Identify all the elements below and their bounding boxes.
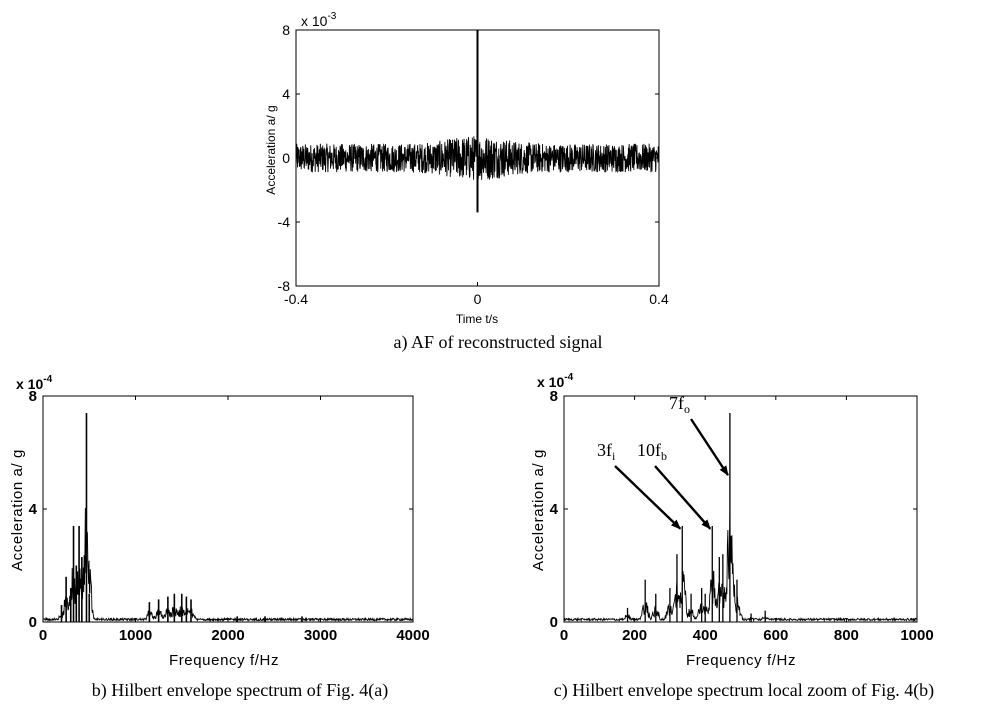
plot-area-b bbox=[42, 395, 414, 623]
y-tick-label: 4 bbox=[282, 86, 290, 102]
ticks-b: 0 1000 2000 3000 4000 8 4 0 bbox=[29, 388, 430, 644]
ticks-c: 0 200 400 600 800 1000 8 4 0 bbox=[550, 388, 934, 644]
x-axis-label-b: Frequency f/Hz bbox=[169, 652, 279, 669]
chart-a: -0.4 0 0.4 8 4 0 -4 -8 x 10-3 Acceleration a/ g… bbox=[264, 11, 669, 353]
x-tick-label: 1000 bbox=[900, 627, 933, 644]
y-axis-label-b: Acceleration a/ g bbox=[9, 449, 26, 571]
y-tick-label: 0 bbox=[282, 150, 290, 166]
signal-a bbox=[295, 30, 660, 213]
ticks-a: -0.4 0 0.4 8 4 0 -4 -8 bbox=[278, 22, 669, 307]
chart-b: 0 1000 2000 3000 4000 8 4 0 x 10-4 Acceleration… bbox=[9, 374, 430, 701]
x-tick-label: 0 bbox=[39, 627, 47, 644]
x-tick-label: 3000 bbox=[304, 627, 337, 644]
x-tick-label: 600 bbox=[763, 627, 788, 644]
y-tick-label: 4 bbox=[550, 501, 559, 518]
y-tick-label: 8 bbox=[550, 388, 558, 405]
chart-c: 0 200 400 600 800 1000 8 4 0 3fi 10fb 7fo x 10-4 A… bbox=[530, 372, 934, 701]
x-tick-label: 0 bbox=[474, 291, 482, 307]
spectrum-trace bbox=[563, 513, 918, 623]
signal-b bbox=[42, 412, 414, 623]
annotation-arrow bbox=[614, 465, 682, 530]
x-tick-label: 2000 bbox=[211, 627, 244, 644]
annotation-label: 7fo bbox=[669, 393, 690, 416]
y-tick-label: 8 bbox=[282, 22, 290, 38]
exponent-label-a: x 10-3 bbox=[301, 11, 337, 29]
x-tick-label: 4000 bbox=[396, 627, 429, 644]
annotation-label: 10fb bbox=[637, 440, 667, 463]
y-axis-label-a: Acceleration a/ g bbox=[264, 105, 278, 194]
x-axis-label-a: Time t/s bbox=[456, 312, 498, 326]
caption-b: b) Hilbert envelope spectrum of Fig. 4(a… bbox=[92, 680, 388, 701]
caption-c: c) Hilbert envelope spectrum local zoom … bbox=[554, 680, 934, 701]
x-tick-label: 200 bbox=[622, 627, 647, 644]
annotation-label: 3fi bbox=[597, 440, 616, 463]
annotation-arrow bbox=[654, 465, 712, 530]
y-tick-label: -4 bbox=[278, 214, 291, 230]
x-tick-label: 800 bbox=[834, 627, 859, 644]
signal-c bbox=[563, 412, 918, 623]
x-tick-label: 1000 bbox=[119, 627, 152, 644]
x-axis-label-c: Frequency f/Hz bbox=[686, 652, 796, 669]
y-tick-label: -8 bbox=[278, 278, 291, 294]
annotations-c: 3fi 10fb 7fo bbox=[597, 393, 729, 530]
y-tick-label: 0 bbox=[550, 614, 558, 631]
y-axis-label-c: Acceleration a/ g bbox=[530, 449, 547, 571]
x-tick-label: 0 bbox=[560, 627, 568, 644]
annotation-arrow bbox=[689, 418, 729, 476]
caption-a: a) AF of reconstructed signal bbox=[394, 332, 603, 353]
x-tick-label: 400 bbox=[693, 627, 718, 644]
y-tick-label: 4 bbox=[29, 501, 38, 518]
spectrum-trace bbox=[42, 507, 414, 623]
y-tick-label: 8 bbox=[29, 388, 37, 405]
y-tick-label: 0 bbox=[29, 614, 37, 631]
x-tick-label: 0.4 bbox=[649, 291, 669, 307]
exponent-label-c: x 10-4 bbox=[537, 372, 574, 390]
exponent-label-b: x 10-4 bbox=[16, 374, 53, 392]
x-tick-label: -0.4 bbox=[284, 291, 308, 307]
plot-area-c bbox=[563, 395, 918, 623]
